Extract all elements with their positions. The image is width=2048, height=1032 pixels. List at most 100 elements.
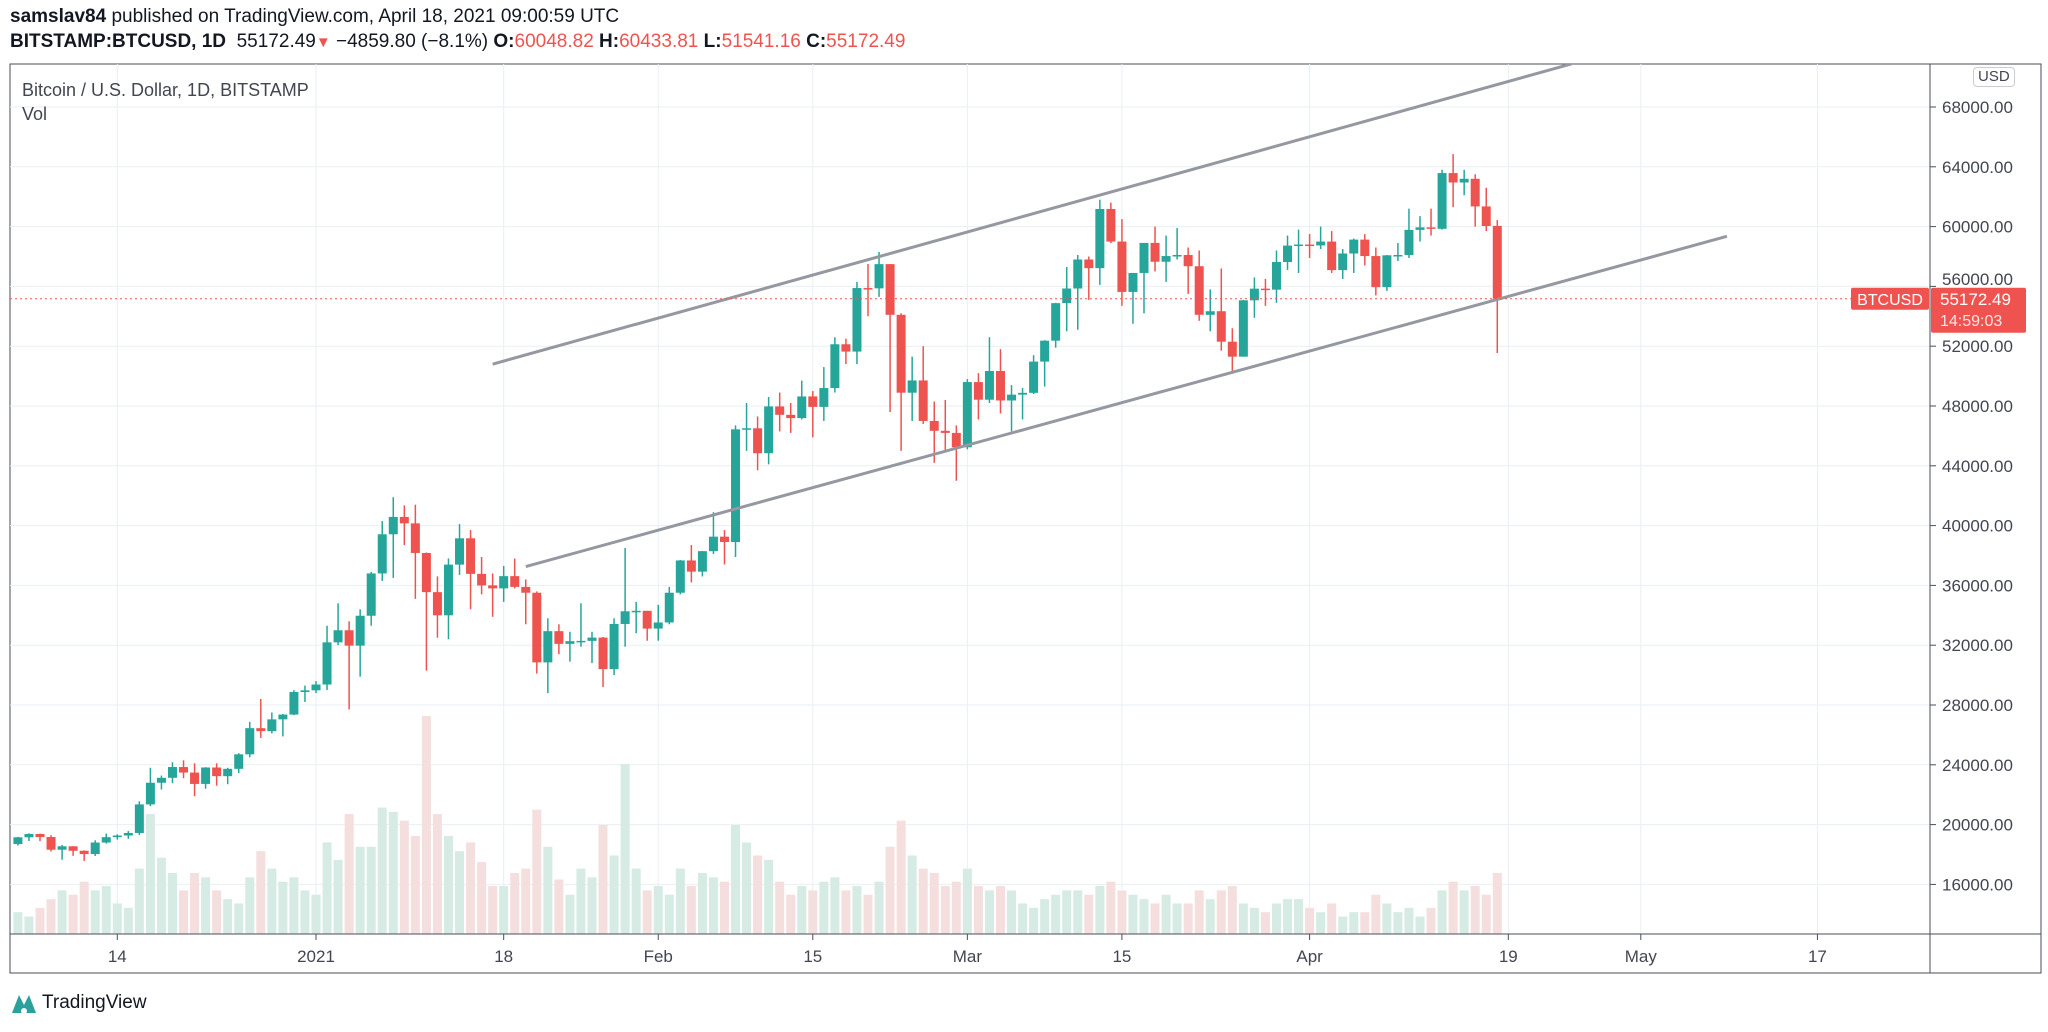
volume-bar xyxy=(565,894,575,934)
candle-body xyxy=(212,767,222,777)
volume-bar xyxy=(521,868,531,934)
y-tick-label: 28000.00 xyxy=(1942,696,2013,715)
volume-bar xyxy=(300,890,310,934)
candle-body xyxy=(1194,266,1204,315)
candle xyxy=(432,576,442,638)
volume-bar xyxy=(1139,899,1149,934)
volume-bar xyxy=(675,868,685,934)
candle xyxy=(179,760,189,779)
volume-bar xyxy=(1194,890,1204,934)
volume-bar xyxy=(167,872,177,934)
candle xyxy=(1371,247,1381,296)
candle-body xyxy=(609,623,619,670)
candle-body xyxy=(664,592,674,623)
upper-channel-trendline[interactable] xyxy=(492,64,1572,366)
candle xyxy=(808,391,818,438)
volume-bar xyxy=(1227,886,1237,934)
candle xyxy=(631,601,641,634)
low-label: L: xyxy=(703,31,722,52)
candle-body xyxy=(620,611,630,624)
candle xyxy=(664,586,674,625)
candle-body xyxy=(377,534,387,574)
candle xyxy=(896,313,906,451)
volume-bar xyxy=(13,912,23,934)
volume-bar xyxy=(1316,912,1326,934)
volume-bar xyxy=(863,894,873,934)
candle xyxy=(355,609,365,677)
volume-bar xyxy=(973,886,983,934)
close-value: 55172.49 xyxy=(826,31,906,52)
candle-body xyxy=(46,837,56,850)
y-tick-label: 52000.00 xyxy=(1942,337,2013,356)
candle xyxy=(532,591,542,674)
candle xyxy=(852,281,862,365)
candle-body xyxy=(554,631,564,644)
candle xyxy=(598,636,608,688)
candle xyxy=(984,337,994,404)
candle-body xyxy=(1238,300,1248,357)
candle-body xyxy=(289,691,299,715)
y-tick-label: 60000.00 xyxy=(1942,218,2013,237)
volume-bar xyxy=(156,857,166,934)
candle-body xyxy=(1095,208,1105,269)
volume-bar xyxy=(1161,894,1171,934)
candle xyxy=(510,558,520,589)
volume-bar xyxy=(653,886,663,934)
candle xyxy=(1470,174,1480,227)
x-tick-label: Feb xyxy=(644,947,673,966)
candle-body xyxy=(863,288,873,290)
candle-body xyxy=(1327,241,1337,271)
volume-bar xyxy=(587,877,597,934)
candle-body xyxy=(1294,244,1304,247)
candle-body xyxy=(1459,178,1469,183)
author[interactable]: samslav84 xyxy=(10,6,107,27)
candle-body xyxy=(68,846,78,851)
lower-channel-trendline[interactable] xyxy=(525,234,1728,569)
candle-body xyxy=(234,754,244,769)
volume-bar xyxy=(841,890,851,934)
candle-body xyxy=(466,538,476,574)
candle xyxy=(1007,385,1017,432)
volume-bar xyxy=(1051,894,1061,934)
candle xyxy=(68,846,78,856)
volume-bar xyxy=(46,899,56,934)
candle xyxy=(1238,299,1248,357)
candle xyxy=(1128,272,1138,324)
currency-button[interactable]: USD xyxy=(1973,67,2015,87)
candle-body xyxy=(333,630,343,643)
candle xyxy=(344,621,354,710)
x-tick-label: Apr xyxy=(1296,947,1323,966)
candle xyxy=(1327,231,1337,273)
candle-body xyxy=(167,767,177,778)
candle xyxy=(951,425,961,481)
volume-bar xyxy=(1172,903,1182,934)
volume-bar xyxy=(355,846,365,934)
candle xyxy=(278,713,288,737)
candle xyxy=(134,801,144,836)
candle-body xyxy=(598,637,608,670)
candle-body xyxy=(1172,255,1182,257)
candle xyxy=(1459,169,1469,196)
candle-body xyxy=(24,834,34,838)
volume-bar xyxy=(399,820,409,934)
candle-body xyxy=(1492,225,1502,299)
candle-body xyxy=(1161,256,1171,262)
volume-bar xyxy=(212,890,222,934)
y-tick-label: 64000.00 xyxy=(1942,158,2013,177)
volume-bar xyxy=(388,811,398,934)
candle xyxy=(587,631,597,664)
candle-body xyxy=(951,432,961,448)
tradingview-logo[interactable]: TradingView xyxy=(10,991,147,1015)
y-tick-label: 20000.00 xyxy=(1942,816,2013,835)
candle-body xyxy=(697,551,707,572)
volume-bar xyxy=(940,886,950,934)
volume-bar xyxy=(686,886,696,934)
candle xyxy=(366,571,376,626)
down-triangle-icon: ▼ xyxy=(315,34,331,51)
candle xyxy=(35,833,45,842)
volume-bar xyxy=(1205,899,1215,934)
volume-bar xyxy=(642,890,652,934)
candle xyxy=(543,618,553,694)
candle-body xyxy=(388,516,398,535)
